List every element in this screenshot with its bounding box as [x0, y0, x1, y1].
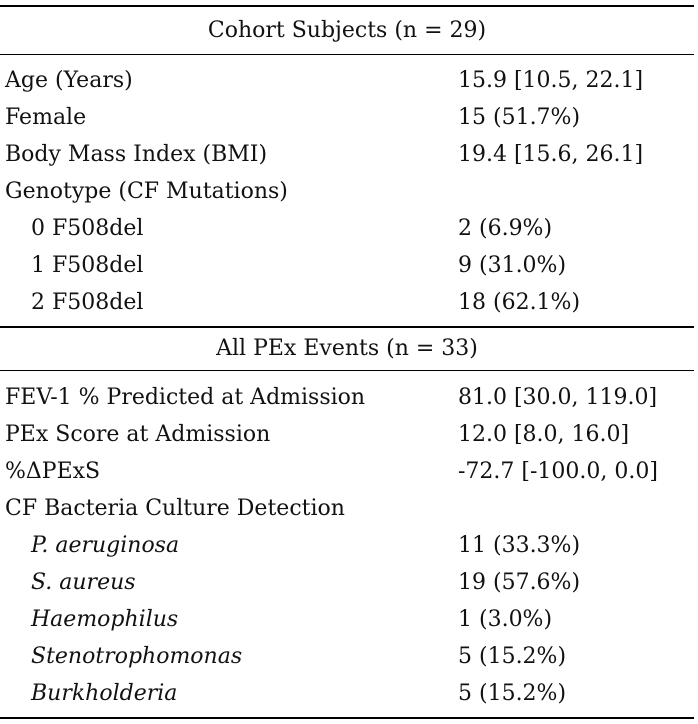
row-label: 2 F508del — [31, 289, 144, 315]
table-row: P. aeruginosa 11 (33.3%) — [0, 527, 694, 564]
row-label: Body Mass Index (BMI) — [5, 141, 268, 167]
row-value: 9 (31.0%) — [458, 252, 567, 278]
row-label: CF Bacteria Culture Detection — [5, 495, 345, 521]
row-label: Haemophilus — [31, 606, 179, 632]
row-value: -72.7 [-100.0, 0.0] — [458, 458, 658, 484]
table-row: Haemophilus 1 (3.0%) — [0, 601, 694, 638]
table-row: 2 F508del 18 (62.1%) — [0, 284, 694, 321]
section-header-pex: All PEx Events (n = 33) — [0, 326, 694, 372]
bottom-rule — [0, 717, 694, 719]
section-title: All PEx Events (n = 33) — [216, 336, 478, 361]
row-value: 12.0 [8.0, 16.0] — [458, 421, 630, 447]
row-label: PEx Score at Admission — [5, 421, 271, 447]
section-title: Cohort Subjects (n = 29) — [207, 18, 487, 43]
row-label: 1 F508del — [31, 252, 144, 278]
row-value: 1 (3.0%) — [458, 606, 553, 632]
table-row: Burkholderia 5 (15.2%) — [0, 675, 694, 712]
table-row: Age (Years) 15.9 [10.5, 22.1] — [0, 62, 694, 99]
table-row: %ΔPExS -72.7 [-100.0, 0.0] — [0, 453, 694, 490]
row-value: 19.4 [15.6, 26.1] — [458, 141, 644, 167]
row-value: 2 (6.9%) — [458, 215, 553, 241]
row-value: 5 (15.2%) — [458, 680, 567, 706]
table-row: S. aureus 19 (57.6%) — [0, 564, 694, 601]
table-row: CF Bacteria Culture Detection — [0, 490, 694, 527]
row-label: Age (Years) — [5, 67, 133, 93]
row-label: FEV-1 % Predicted at Admission — [5, 384, 366, 410]
row-label: Genotype (CF Mutations) — [5, 178, 288, 204]
table-row: Body Mass Index (BMI) 19.4 [15.6, 26.1] — [0, 136, 694, 173]
section-divider-rule — [0, 326, 694, 328]
row-label: %ΔPExS — [5, 458, 101, 484]
row-value: 11 (33.3%) — [458, 532, 581, 558]
row-label: 0 F508del — [31, 215, 144, 241]
row-label: S. aureus — [31, 569, 136, 595]
table-row: Female 15 (51.7%) — [0, 99, 694, 136]
table-row: Stenotrophomonas 5 (15.2%) — [0, 638, 694, 675]
row-value: 19 (57.6%) — [458, 569, 581, 595]
row-value: 18 (62.1%) — [458, 289, 581, 315]
row-value: 5 (15.2%) — [458, 643, 567, 669]
row-value: 15.9 [10.5, 22.1] — [458, 67, 644, 93]
table-row: PEx Score at Admission 12.0 [8.0, 16.0] — [0, 416, 694, 453]
top-rule — [0, 5, 694, 7]
table-row: FEV-1 % Predicted at Admission 81.0 [30.… — [0, 379, 694, 416]
table-row: Genotype (CF Mutations) — [0, 173, 694, 210]
row-value: 15 (51.7%) — [458, 104, 581, 130]
header-rule-1 — [0, 54, 694, 55]
row-label: P. aeruginosa — [31, 532, 180, 558]
row-value: 81.0 [30.0, 119.0] — [458, 384, 658, 410]
table-row: 1 F508del 9 (31.0%) — [0, 247, 694, 284]
row-label: Female — [5, 104, 87, 130]
table-row: 0 F508del 2 (6.9%) — [0, 210, 694, 247]
header-rule-2 — [0, 370, 694, 371]
row-label: Burkholderia — [31, 680, 178, 706]
section-header-cohort: Cohort Subjects (n = 29) — [0, 8, 694, 54]
row-label: Stenotrophomonas — [31, 643, 243, 669]
